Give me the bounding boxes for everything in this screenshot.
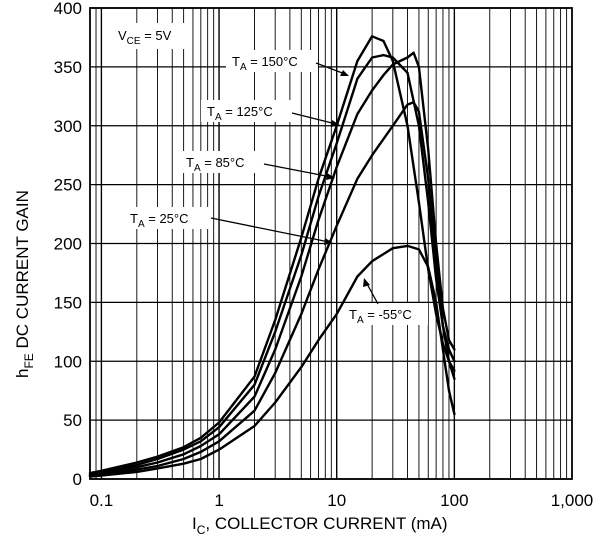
condition-box <box>108 23 192 49</box>
svg-text:TA = 150°C: TA = 150°C <box>232 54 298 73</box>
y-tick-label-0: 0 <box>73 470 82 489</box>
x-tick-label-2: 10 <box>327 491 346 510</box>
y-tick-label-3: 150 <box>54 293 82 312</box>
series-line-2 <box>88 51 456 477</box>
series-line-3 <box>88 100 456 477</box>
plot-frame <box>89 7 573 480</box>
annotation-25: TA = 25°C <box>124 207 333 245</box>
annotation-150: TA = 150°C <box>226 50 349 76</box>
series-line-4 <box>88 244 456 478</box>
condition-label: VCE = 5V <box>118 28 172 47</box>
svg-text:TA = 85°C: TA = 85°C <box>186 155 245 174</box>
series-line-1 <box>88 53 456 476</box>
x-axis-label: IC, COLLECTOR CURRENT (mA) <box>192 514 448 537</box>
x-tick-label-4: 1,000 <box>551 491 594 510</box>
x-tick-label-0: 0.1 <box>90 491 114 510</box>
y-tick-label-7: 350 <box>54 58 82 77</box>
y-tick-label-2: 100 <box>54 352 82 371</box>
grid-lines <box>90 7 572 480</box>
y-tick-label-1: 50 <box>63 411 82 430</box>
series-lines <box>88 35 456 478</box>
annotation-minus55: TA = -55°C <box>344 278 428 326</box>
svg-text:TA = 125°C: TA = 125°C <box>207 104 273 123</box>
annotation-125: TA = 125°C <box>201 100 340 127</box>
y-axis-label: hFE DC CURRENT GAIN <box>13 190 36 378</box>
tick-labels: 0.1 1 10 100 1,000 0 50 100 150 200 250 300 350 400 <box>54 0 594 510</box>
y-tick-label-5: 250 <box>54 176 82 195</box>
y-tick-label-6: 300 <box>54 117 82 136</box>
x-tick-label-1: 1 <box>214 491 223 510</box>
svg-text:TA = 25°C: TA = 25°C <box>130 211 189 230</box>
y-tick-label-4: 200 <box>54 235 82 254</box>
y-tick-label-8: 400 <box>54 0 82 18</box>
annotation-85: TA = 85°C <box>180 151 335 180</box>
x-tick-label-3: 100 <box>440 491 468 510</box>
svg-text:TA = -55°C: TA = -55°C <box>349 307 412 326</box>
